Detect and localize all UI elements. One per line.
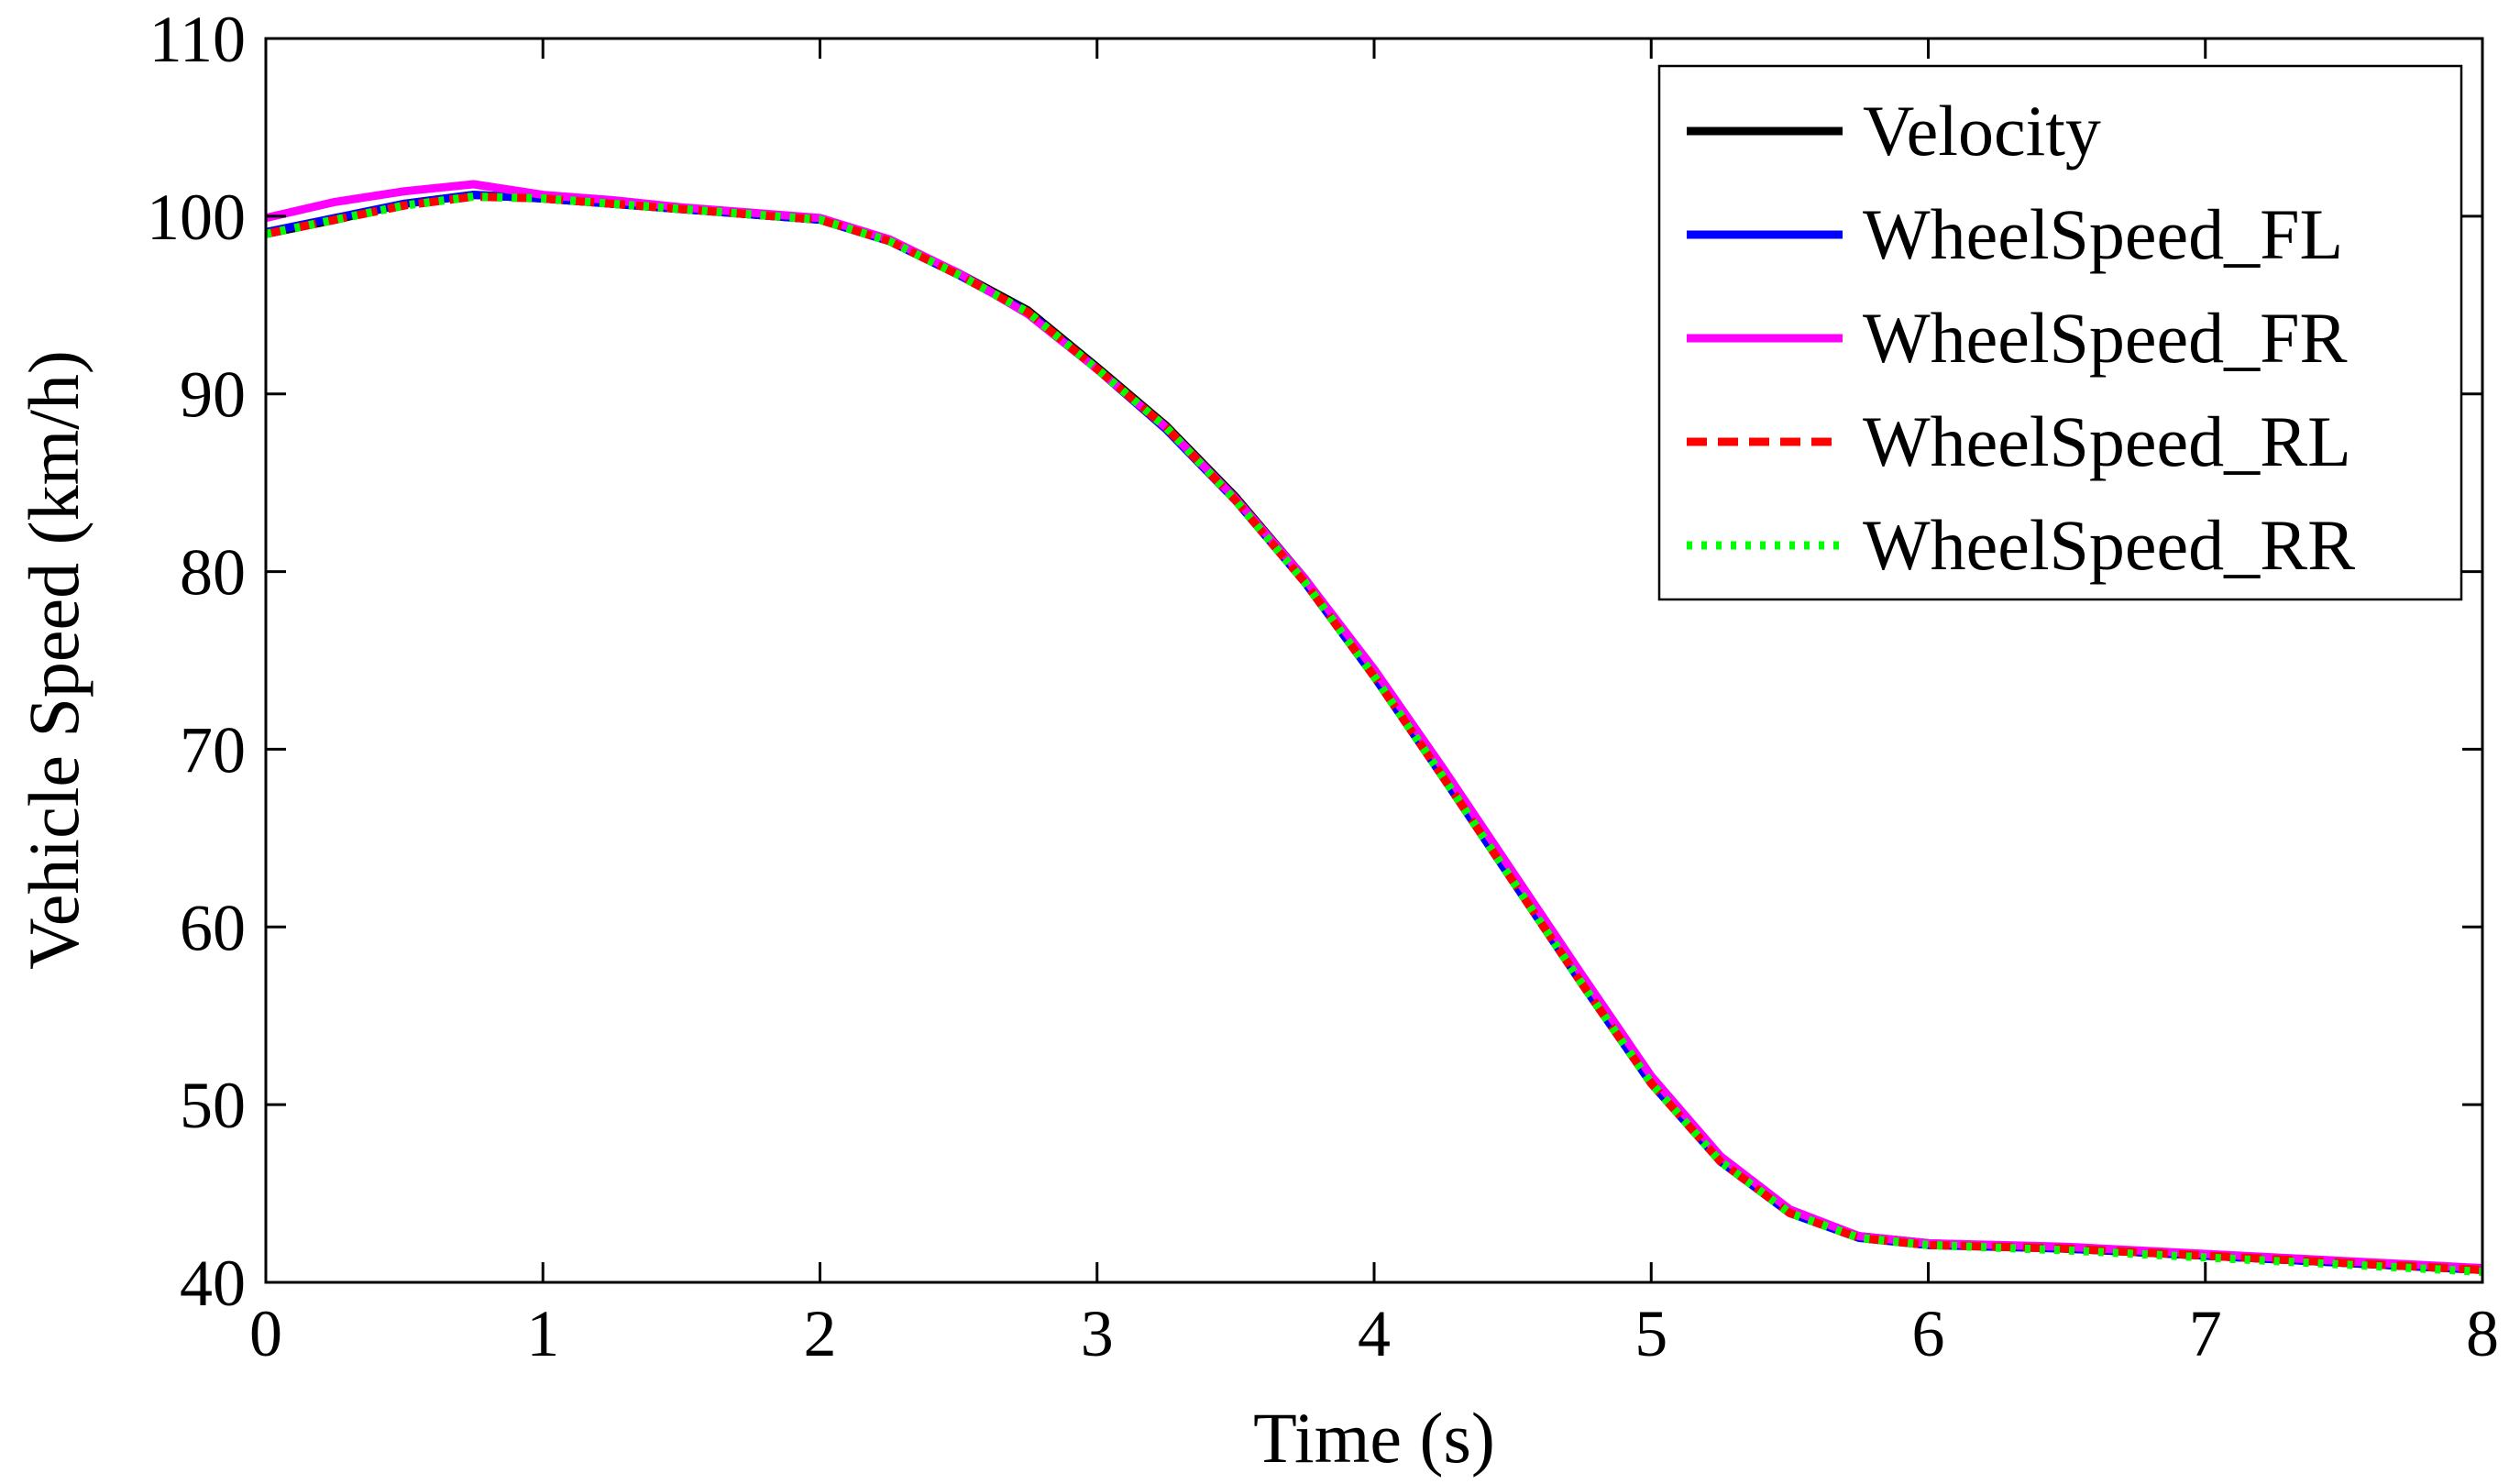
series-line-wheelspeed-rr xyxy=(265,192,2483,1276)
y-tick-label: 40 xyxy=(180,1247,246,1320)
y-tick-label: 50 xyxy=(180,1069,246,1142)
series-layer xyxy=(264,180,2483,1276)
y-tick-label: 90 xyxy=(180,358,246,432)
x-tick-label: 3 xyxy=(1081,1297,1114,1370)
y-tick-label: 70 xyxy=(180,713,246,786)
x-tick-label: 0 xyxy=(249,1297,282,1370)
ticks-layer: 0 1 2 3 4 5 6 7 8 40 50 60 70 80 90 100 110 xyxy=(147,3,2499,1370)
y-tick-label: 60 xyxy=(180,891,246,964)
legend-label: WheelSpeed_RR xyxy=(1863,505,2355,585)
y-tick-label: 110 xyxy=(149,3,246,76)
x-tick-label: 5 xyxy=(1634,1297,1667,1370)
x-tick-label: 4 xyxy=(1358,1297,1391,1370)
y-tick-label: 80 xyxy=(180,536,246,610)
legend-label: Velocity xyxy=(1863,91,2101,170)
legend-label: WheelSpeed_FL xyxy=(1863,194,2343,274)
x-axis-label: Time (s) xyxy=(1253,1398,1495,1478)
y-axis-label: Vehicle Speed (km/h) xyxy=(14,350,94,970)
x-tick-label: 7 xyxy=(2189,1297,2222,1370)
x-tick-label: 1 xyxy=(526,1297,559,1370)
x-tick-label: 6 xyxy=(1912,1297,1945,1370)
legend-label: WheelSpeed_RL xyxy=(1863,401,2351,481)
x-tick-label: 2 xyxy=(804,1297,837,1370)
legend: Velocity WheelSpeed_FL WheelSpeed_FR WheelS… xyxy=(1657,64,2463,601)
y-tick-label: 100 xyxy=(147,181,246,254)
legend-label: WheelSpeed_FR xyxy=(1863,298,2348,378)
legend-box xyxy=(1657,64,2463,601)
x-tick-label: 8 xyxy=(2466,1297,2499,1370)
